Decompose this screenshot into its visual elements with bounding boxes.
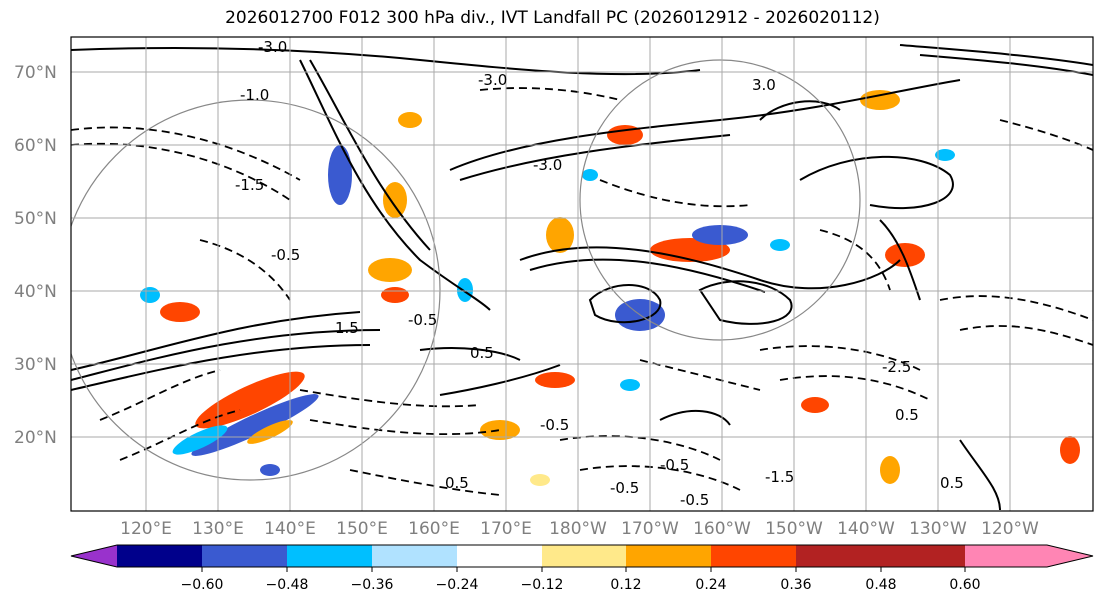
contour-labels: -3.0 -3.0 3.0 -3.0 -1.0 -0.5 -1.5 -0.5 0…	[235, 38, 964, 509]
lat-label: 60°N	[14, 136, 57, 156]
colorbar-tick-labels: −0.60 −0.48 −0.36 −0.24 −0.12 0.12 0.24 …	[181, 577, 981, 593]
projection-circles	[71, 59, 861, 481]
lon-label: 150°E	[336, 519, 388, 539]
colorbar-segment	[202, 545, 287, 567]
contour-label: -0.5	[660, 456, 689, 474]
lon-label: 140°E	[264, 519, 316, 539]
contour-label: 3.0	[752, 76, 776, 94]
contour-label: -3.0	[533, 156, 562, 174]
contour-label: -0.5	[408, 311, 437, 329]
colorbar-tick-label: −0.48	[266, 577, 309, 593]
lon-label: 170°W	[621, 519, 679, 539]
lon-label: 130°E	[192, 519, 244, 539]
lon-label: 160°E	[408, 519, 460, 539]
contour-label: 0.5	[895, 406, 919, 424]
map-title: 2026012700 F012 300 hPa div., IVT Landfa…	[225, 8, 880, 28]
contour-label: -1.0	[240, 86, 269, 104]
colorbar-segment	[457, 545, 542, 567]
contour-label: 0.5	[445, 474, 469, 492]
lon-label: 170°E	[480, 519, 532, 539]
colorbar-tick-label: 0.12	[610, 577, 641, 593]
colorbar-extend-max	[965, 545, 1093, 567]
lon-label: 150°W	[765, 519, 823, 539]
lat-label: 30°N	[14, 355, 57, 375]
colorbar-segment	[881, 545, 965, 567]
colorbar: −0.60 −0.48 −0.36 −0.24 −0.12 0.12 0.24 …	[70, 544, 1094, 593]
colorbar-tick-label: 0.48	[865, 577, 896, 593]
colorbar-segment	[117, 545, 202, 567]
colorbar-extend-min	[71, 545, 117, 567]
lon-labels: 120°E 130°E 140°E 150°E 160°E 170°E 180°…	[120, 519, 1039, 539]
colorbar-segment	[626, 545, 711, 567]
lon-label: 180°W	[549, 519, 607, 539]
colorbar-segment	[542, 545, 626, 567]
colorbar-tick-label: −0.36	[351, 577, 394, 593]
contour-label: -0.5	[271, 246, 300, 264]
map-frame	[70, 36, 1094, 512]
contour-label: -1.5	[235, 176, 264, 194]
graticule	[71, 37, 1093, 511]
colorbar-segment	[711, 545, 796, 567]
colorbar-tick-label: 0.36	[780, 577, 811, 593]
lat-label: 50°N	[14, 209, 57, 229]
lon-label: 130°W	[909, 519, 967, 539]
colorbar-tick-label: 0.60	[949, 577, 980, 593]
lon-label: 120°W	[981, 519, 1039, 539]
colorbar-segment	[796, 545, 881, 567]
map-content: -3.0 -3.0 3.0 -3.0 -1.0 -0.5 -1.5 -0.5 0…	[71, 37, 1093, 511]
contour-label: 0.5	[940, 474, 964, 492]
contour-label: -0.5	[540, 416, 569, 434]
contour-label: -0.5	[680, 491, 709, 509]
lon-label: 140°W	[837, 519, 895, 539]
lat-labels: 70°N 60°N 50°N 40°N 30°N 20°N	[14, 63, 57, 448]
lon-label: 120°E	[120, 519, 172, 539]
colorbar-segment	[372, 545, 457, 567]
contour-label: -2.5	[882, 358, 911, 376]
colorbar-tick-label: 0.24	[695, 577, 726, 593]
colorbar-outline	[70, 544, 1094, 568]
lat-label: 20°N	[14, 428, 57, 448]
lat-label: 70°N	[14, 63, 57, 83]
colorbar-ticks	[201, 567, 966, 572]
colorbar-tick-label: −0.12	[521, 577, 564, 593]
contour-label: -0.5	[610, 479, 639, 497]
contour-label: 1.5	[335, 319, 359, 337]
colorbar-tick-label: −0.60	[181, 577, 224, 593]
colorbar-segment	[287, 545, 372, 567]
colorbar-tick-label: −0.24	[436, 577, 479, 593]
contour-label: -1.5	[765, 468, 794, 486]
lon-label: 160°W	[693, 519, 751, 539]
contour-label: 0.5	[470, 344, 494, 362]
contour-label: -3.0	[258, 38, 287, 56]
lat-label: 40°N	[14, 282, 57, 302]
contour-label: -3.0	[478, 71, 507, 89]
